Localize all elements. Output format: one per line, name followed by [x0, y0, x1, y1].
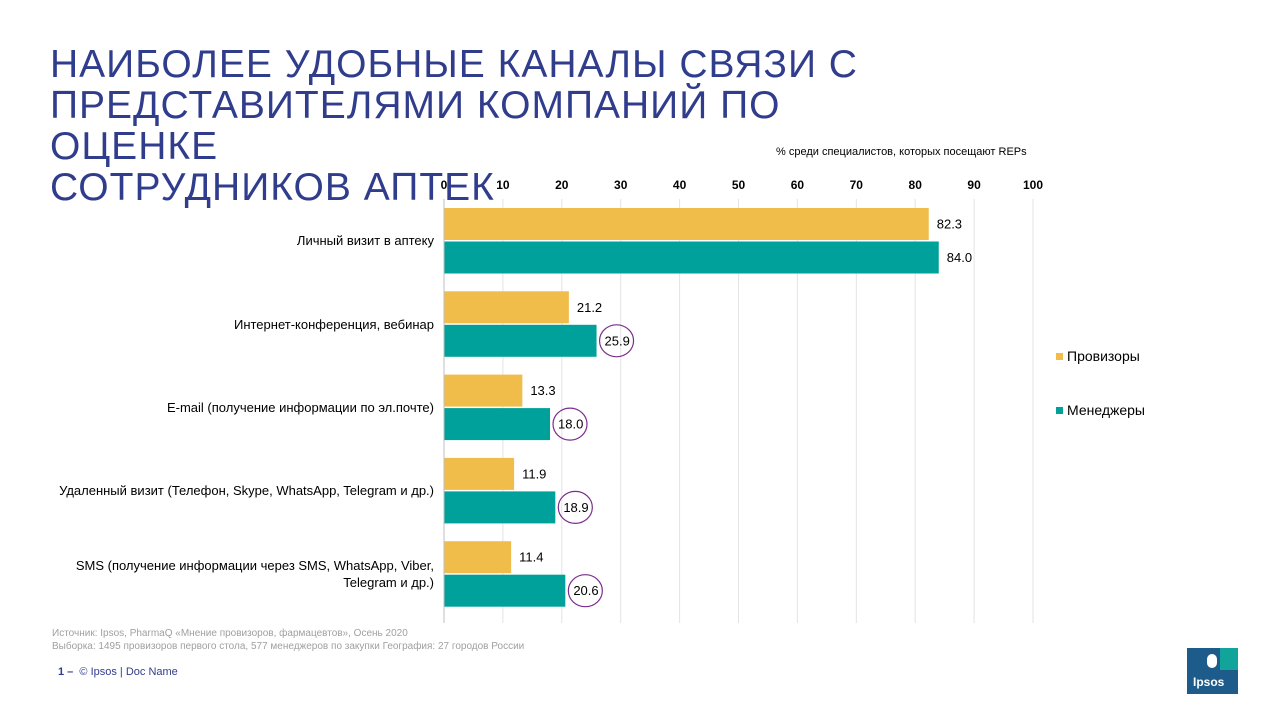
legend-swatch: [1056, 406, 1063, 414]
page-title: НАИБОЛЕЕ УДОБНЫЕ КАНАЛЫ СВЯЗИ С ПРЕДСТАВ…: [50, 44, 950, 208]
x-tick-label: 30: [614, 178, 628, 192]
footer: 1 – © Ipsos | Doc Name: [58, 666, 178, 678]
x-tick-label: 40: [673, 178, 687, 192]
ipsos-logo: Ipsos: [1187, 648, 1238, 694]
bar: [444, 241, 939, 274]
category-label: SMS (получение информации через SMS, Wha…: [75, 557, 434, 590]
legend-label: Менеджеры: [1067, 402, 1145, 418]
bar: [444, 324, 597, 357]
data-label: 18.0: [558, 417, 583, 432]
bar: [444, 457, 515, 490]
x-tick-label: 50: [732, 178, 746, 192]
x-tick-label: 70: [850, 178, 864, 192]
source-line: Источник: Ipsos, PharmaQ «Мнение провизо…: [52, 628, 408, 639]
x-tick-label: 100: [1023, 178, 1043, 192]
bar: [444, 574, 566, 607]
chart-subtitle: % среди специалистов, которых посещают R…: [776, 146, 1027, 158]
title-line: ПРЕДСТАВИТЕЛЯМИ КОМПАНИЙ ПО ОЦЕНКЕ: [50, 84, 781, 168]
category-label: Интернет-конференция, вебинар: [233, 316, 434, 332]
data-label: 21.2: [577, 300, 602, 315]
category-label: Личный визит в аптеку: [296, 233, 434, 249]
page-number: 1 –: [58, 666, 74, 678]
bar: [444, 374, 523, 407]
data-label: 11.9: [522, 466, 546, 481]
logo-mark: [1207, 654, 1217, 668]
highlight-circle: [557, 490, 593, 524]
category-label: E-mail (получение информации по эл.почте…: [166, 399, 434, 415]
category-label: Удаленный визит (Телефон, Skype, WhatsAp…: [59, 483, 434, 499]
bar: [444, 541, 512, 574]
data-label: 25.9: [605, 333, 630, 348]
data-label: 11.4: [519, 550, 543, 565]
data-label: 13.3: [530, 383, 555, 398]
bar: [444, 408, 551, 441]
x-tick-label: 10: [496, 178, 510, 192]
legend-item-provizory: Провизоры: [1056, 348, 1140, 364]
data-label: 84.0: [947, 250, 972, 265]
bar: [444, 291, 569, 324]
bar: [444, 208, 929, 240]
highlight-circle: [598, 324, 635, 358]
x-tick-label: 0: [441, 178, 448, 192]
highlight-circle: [567, 574, 603, 608]
data-label: 18.9: [563, 500, 588, 515]
logo-text: Ipsos: [1193, 675, 1225, 689]
x-tick-label: 80: [909, 178, 923, 192]
x-tick-label: 60: [791, 178, 805, 192]
data-label: 20.6: [573, 583, 598, 598]
sample-line: Выборка: 1495 провизоров первого стола, …: [52, 641, 525, 652]
x-tick-label: 20: [555, 178, 569, 192]
highlight-circle: [552, 407, 588, 441]
legend-item-menedzhery: Менеджеры: [1056, 402, 1145, 418]
data-label: 82.3: [937, 217, 962, 232]
footer-text: © Ipsos | Doc Name: [79, 666, 178, 678]
bar: [444, 491, 556, 524]
legend-swatch: [1056, 352, 1063, 360]
source-note: Источник: Ipsos, PharmaQ «Мнение провизо…: [52, 627, 524, 653]
title-line: СОТРУДНИКОВ АПТЕК: [50, 166, 495, 209]
logo-tab: [1220, 648, 1238, 670]
x-tick-label: 90: [967, 178, 981, 192]
title-line: НАИБОЛЕЕ УДОБНЫЕ КАНАЛЫ СВЯЗИ С: [50, 43, 858, 86]
legend-label: Провизоры: [1067, 348, 1140, 364]
